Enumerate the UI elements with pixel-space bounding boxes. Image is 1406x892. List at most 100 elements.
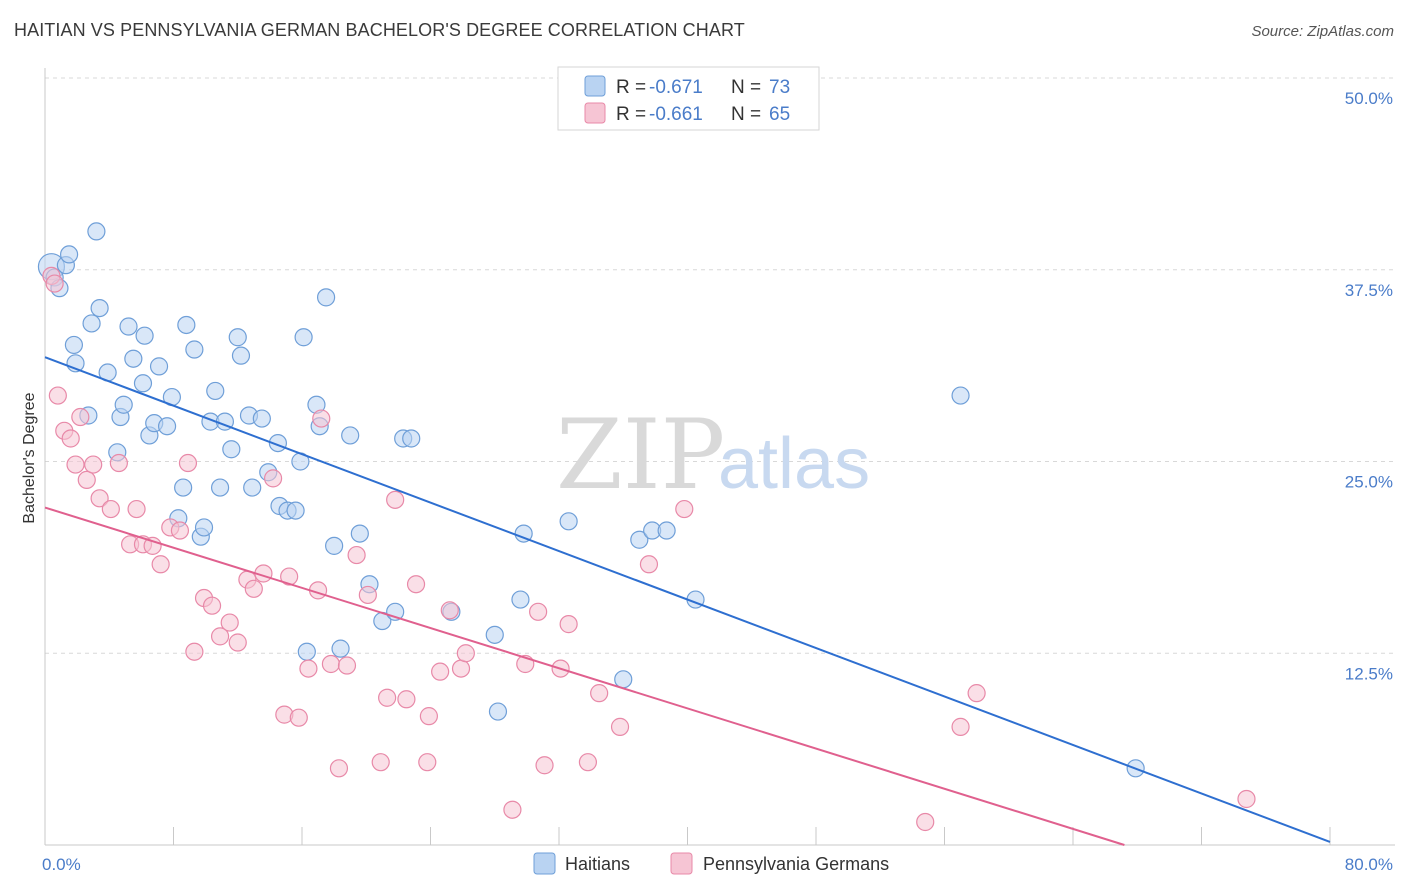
bottom-legend: Haitians Pennsylvania Germans	[533, 852, 889, 875]
point-pagerman-10	[101, 499, 120, 519]
legend-n-value-pagerman: 65	[769, 104, 790, 125]
point-pagerman-20	[185, 642, 204, 661]
y-tick-label-0: 12.5%	[1345, 664, 1393, 683]
point-pagerman-48	[431, 662, 450, 681]
trendline-haitians	[44, 356, 1331, 843]
point-haitians-63	[511, 590, 530, 609]
point-pagerman-16	[151, 555, 170, 574]
point-pagerman-61	[639, 555, 659, 574]
point-haitians-6	[64, 335, 84, 355]
point-pagerman-46	[418, 753, 437, 772]
watermark-atlas: atlas	[718, 424, 870, 504]
point-haitians-46	[294, 328, 313, 347]
bottom-legend-swatch-pagerman	[670, 852, 693, 875]
point-haitians-25	[174, 478, 193, 497]
point-haitians-69	[657, 521, 676, 540]
y-tick-label-2: 37.5%	[1345, 281, 1393, 300]
point-pagerman-50	[451, 659, 471, 678]
point-pagerman-66	[1237, 789, 1256, 809]
point-pagerman-29	[263, 469, 283, 488]
point-haitians-66	[614, 670, 633, 689]
point-pagerman-38	[337, 656, 357, 675]
bottom-legend-pagerman: Pennsylvania Germans	[703, 854, 889, 874]
point-pagerman-1	[45, 274, 64, 293]
legend-n-label-pagerman: N =	[731, 104, 761, 125]
point-pagerman-43	[386, 490, 405, 509]
point-pagerman-44	[397, 690, 416, 709]
chart-title: HAITIAN VS PENNSYLVANIA GERMAN BACHELOR'…	[14, 20, 745, 40]
points-layer	[37, 222, 1256, 832]
point-pagerman-5	[66, 455, 85, 474]
point-haitians-22	[157, 417, 177, 436]
point-pagerman-45	[406, 575, 426, 594]
point-haitians-59	[402, 429, 421, 448]
point-haitians-65	[559, 512, 578, 531]
point-haitians-15	[119, 317, 138, 336]
x-tick-label-0: 0.0%	[42, 855, 81, 874]
point-pagerman-65	[967, 684, 986, 703]
point-haitians-71	[951, 386, 970, 405]
point-haitians-18	[135, 326, 154, 345]
axis-layer	[44, 68, 1395, 846]
y-axis-label: Bachelor's Degree	[21, 392, 38, 523]
point-pagerman-36	[321, 654, 341, 674]
point-haitians-53	[341, 426, 360, 445]
point-pagerman-55	[535, 756, 554, 775]
point-pagerman-24	[220, 613, 239, 632]
point-pagerman-49	[440, 601, 459, 620]
point-pagerman-35	[312, 409, 331, 428]
point-haitians-34	[222, 440, 241, 459]
point-pagerman-41	[371, 753, 390, 772]
point-haitians-51	[325, 536, 344, 555]
point-pagerman-9	[90, 489, 109, 508]
point-haitians-36	[231, 346, 251, 365]
point-pagerman-59	[590, 684, 609, 703]
point-haitians-62	[488, 702, 508, 721]
legend-n-value-haitians: 73	[769, 77, 790, 98]
point-pagerman-13	[127, 499, 146, 519]
legend-swatch-haitians	[584, 75, 606, 97]
point-haitians-39	[252, 409, 271, 428]
point-pagerman-37	[329, 759, 349, 778]
point-haitians-17	[133, 374, 153, 393]
trend-layer	[44, 356, 1331, 846]
point-haitians-27	[185, 340, 204, 359]
point-pagerman-39	[347, 545, 366, 565]
point-haitians-50	[316, 288, 336, 307]
point-haitians-31	[206, 381, 225, 401]
point-pagerman-62	[675, 499, 694, 519]
y-tick-label-1: 25.0%	[1345, 473, 1393, 492]
grid-layer	[45, 77, 1395, 654]
point-pagerman-60	[610, 717, 630, 736]
point-pagerman-7	[77, 470, 96, 490]
point-haitians-8	[82, 314, 101, 333]
point-haitians-32	[210, 478, 230, 497]
point-pagerman-40	[358, 585, 377, 605]
point-haitians-67	[630, 530, 649, 549]
point-pagerman-64	[951, 717, 970, 736]
point-haitians-16	[124, 349, 143, 368]
point-haitians-52	[331, 639, 350, 658]
trendline-pagerman	[44, 506, 1125, 846]
point-pagerman-23	[210, 627, 230, 646]
legend-r-value-haitians: -0.671	[649, 77, 703, 98]
point-pagerman-8	[84, 455, 103, 474]
point-haitians-26	[177, 315, 196, 335]
tick-layer: 12.5% 25.0% 37.5% 50.0% 0.0% 80.0%	[42, 89, 1393, 874]
source-label: Source: ZipAtlas.com	[1251, 23, 1394, 40]
legend: R = -0.671 N = 73 R = -0.661 N = 65	[557, 66, 820, 131]
point-pagerman-63	[916, 812, 935, 832]
point-pagerman-6	[71, 407, 90, 427]
legend-r-label-haitians: R =	[616, 77, 646, 98]
point-pagerman-19	[178, 453, 198, 473]
point-pagerman-4	[61, 429, 80, 448]
point-pagerman-18	[170, 521, 190, 540]
legend-swatch-pagerman	[584, 102, 606, 124]
point-haitians-29	[194, 518, 214, 537]
point-haitians-4	[59, 245, 79, 264]
point-pagerman-52	[503, 800, 522, 819]
bottom-legend-haitians: Haitians	[565, 854, 630, 874]
legend-r-value-pagerman: -0.661	[649, 104, 703, 125]
point-haitians-61	[485, 625, 504, 644]
